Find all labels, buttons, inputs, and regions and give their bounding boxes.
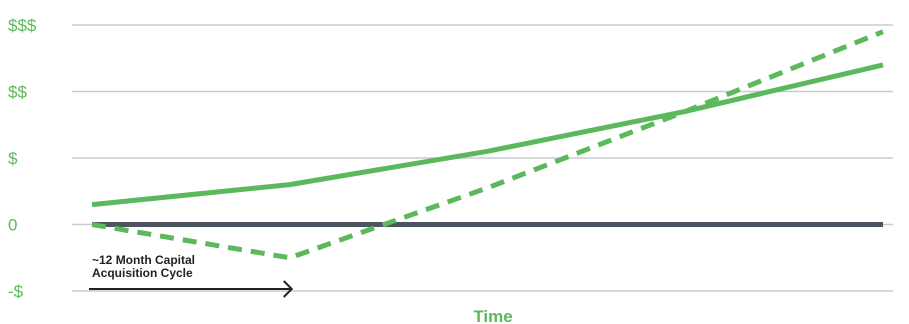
y-tick-label: $$$ [8, 16, 37, 35]
annotation-arrow-head [283, 280, 294, 298]
annotation-line-1: ~12 Month Capital [92, 253, 195, 267]
grid-layer [72, 24, 893, 292]
annotation-layer: ~12 Month Capital Acquisition Cycle [89, 253, 294, 298]
annotation-line-2: Acquisition Cycle [92, 266, 193, 280]
series-line-dashed [91, 29, 884, 261]
y-tick-labels: -$0$$$$$$ [8, 16, 37, 301]
series-line-solid [91, 62, 884, 208]
y-tick-label: -$ [8, 282, 24, 301]
series-layer [91, 29, 884, 261]
y-tick-label: 0 [8, 216, 17, 235]
y-tick-label: $ [8, 149, 18, 168]
x-axis-label: Time [473, 307, 512, 324]
y-tick-label: $$ [8, 83, 27, 102]
